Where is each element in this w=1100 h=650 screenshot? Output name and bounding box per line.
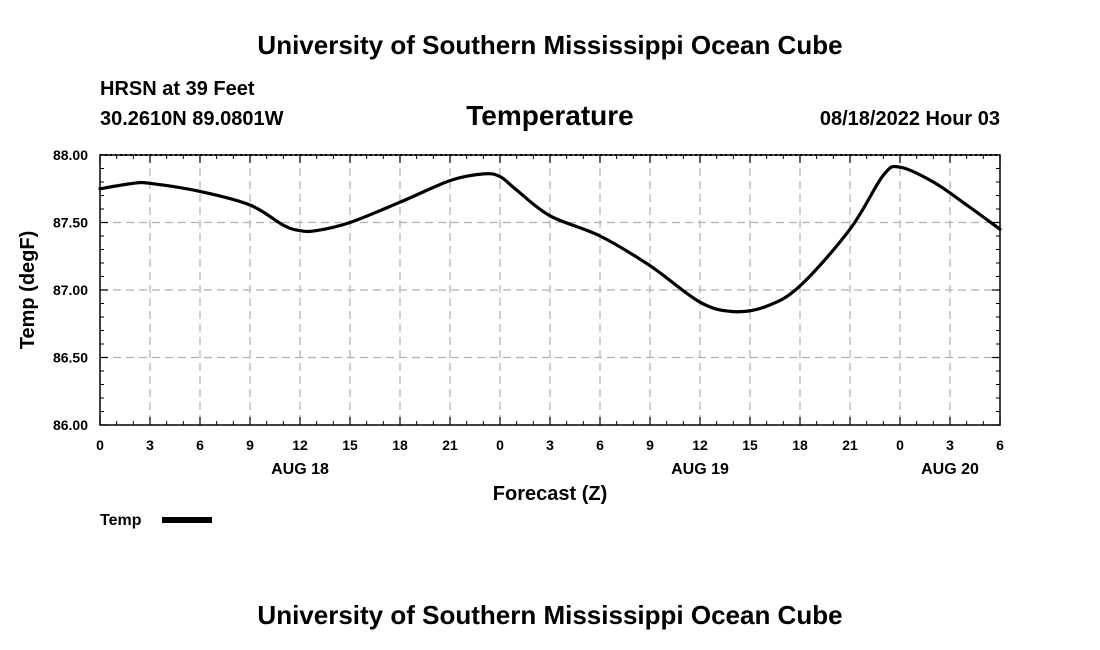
x-tick-label: 21 bbox=[442, 437, 458, 453]
x-tick-label: 18 bbox=[792, 437, 808, 453]
x-tick-label: 15 bbox=[742, 437, 758, 453]
footer-title: University of Southern Mississippi Ocean… bbox=[257, 600, 842, 630]
x-tick-label: 9 bbox=[246, 437, 254, 453]
x-tick-label: 3 bbox=[146, 437, 154, 453]
grid-lines bbox=[100, 155, 1000, 425]
x-tick-label: 6 bbox=[196, 437, 204, 453]
y-tick-label: 88.00 bbox=[53, 147, 88, 163]
station-label: HRSN at 39 Feet bbox=[100, 78, 255, 100]
y-tick-label: 87.00 bbox=[53, 282, 88, 298]
x-tick-label: 15 bbox=[342, 437, 358, 453]
date-label: AUG 19 bbox=[671, 461, 729, 478]
chart-title: Temperature bbox=[466, 100, 634, 131]
x-tick-label: 0 bbox=[496, 437, 504, 453]
date-labels: AUG 18 AUG 19 AUG 20 bbox=[271, 461, 979, 478]
y-tick-label: 86.50 bbox=[53, 350, 88, 366]
x-tick-label: 0 bbox=[896, 437, 904, 453]
x-tick-label: 0 bbox=[96, 437, 104, 453]
x-tick-label: 6 bbox=[596, 437, 604, 453]
y-tick-label: 87.50 bbox=[53, 215, 88, 231]
legend: Temp bbox=[100, 512, 212, 529]
y-tick-labels: 86.00 86.50 87.00 87.50 88.00 bbox=[53, 147, 88, 433]
x-tick-label: 9 bbox=[646, 437, 654, 453]
x-tick-label: 6 bbox=[996, 437, 1004, 453]
x-tick-label: 3 bbox=[946, 437, 954, 453]
legend-label-temp: Temp bbox=[100, 512, 142, 529]
axis-ticks bbox=[99, 154, 1001, 426]
date-label: AUG 18 bbox=[271, 461, 329, 478]
temp-series-line bbox=[98, 164, 1002, 314]
header-title: University of Southern Mississippi Ocean… bbox=[257, 30, 842, 60]
x-tick-label: 3 bbox=[546, 437, 554, 453]
coordinates-label: 30.2610N 89.0801W bbox=[100, 108, 284, 130]
x-tick-label: 21 bbox=[842, 437, 858, 453]
x-tick-label: 12 bbox=[692, 437, 708, 453]
issued-timestamp: 08/18/2022 Hour 03 bbox=[820, 108, 1000, 130]
y-tick-label: 86.00 bbox=[53, 417, 88, 433]
date-label: AUG 20 bbox=[921, 461, 979, 478]
y-axis-label: Temp (degF) bbox=[17, 231, 39, 350]
x-tick-label: 12 bbox=[292, 437, 308, 453]
x-axis-label: Forecast (Z) bbox=[493, 483, 607, 505]
x-tick-labels: 0 3 6 9 12 15 18 21 0 3 6 9 12 15 18 21 0 3 6 bbox=[96, 437, 1004, 453]
x-tick-label: 18 bbox=[392, 437, 408, 453]
